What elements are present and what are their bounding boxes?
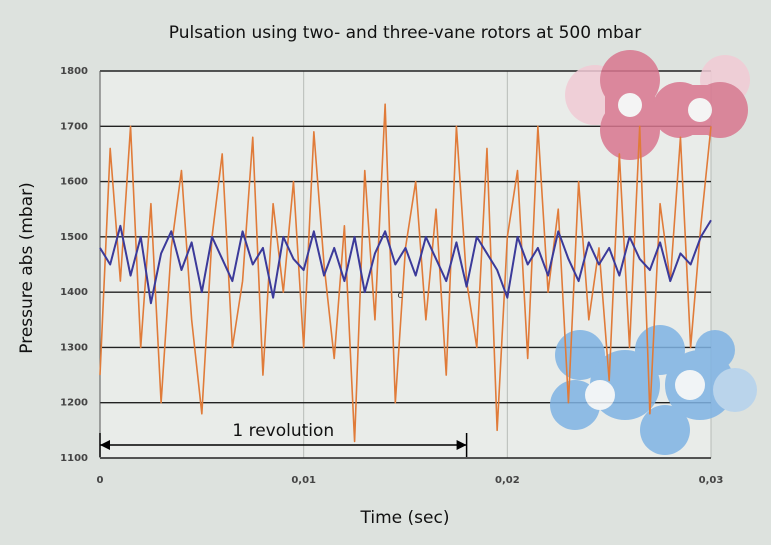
x-tick-label: 0,03 — [699, 475, 724, 486]
x-tick-label: 0,01 — [291, 475, 316, 486]
y-tick-label: 1700 — [60, 121, 88, 132]
x-axis-label: Time (sec) — [360, 508, 450, 528]
chart: Pulsation using two- and three-vane roto… — [0, 0, 771, 545]
x-tick-label: 0,02 — [495, 475, 520, 486]
chart-title: Pulsation using two- and three-vane roto… — [169, 23, 641, 43]
y-tick-label: 1200 — [60, 398, 88, 409]
x-tick-label: 0 — [97, 475, 104, 486]
y-tick-label: 1800 — [60, 66, 88, 77]
revolution-label: 1 revolution — [232, 421, 334, 441]
y-tick-label: 1500 — [60, 232, 88, 243]
y-tick-label: 1600 — [60, 177, 88, 188]
y-tick-label: 1100 — [60, 453, 88, 464]
y-tick-label: 1300 — [60, 342, 88, 353]
note-text: c — [397, 290, 403, 301]
y-axis-label: Pressure abs (mbar) — [17, 182, 37, 354]
y-tick-label: 1400 — [60, 287, 88, 298]
